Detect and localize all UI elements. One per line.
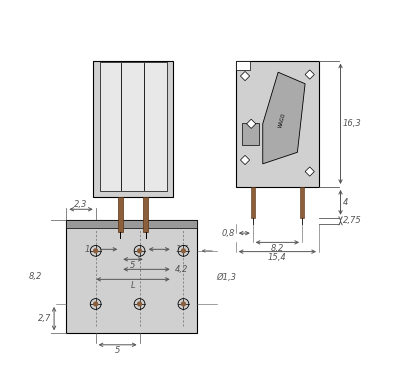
Text: L: L (131, 281, 135, 290)
Bar (144, 197, 148, 232)
Text: WAGO: WAGO (278, 112, 286, 128)
Circle shape (182, 249, 185, 253)
Text: 2,7: 2,7 (38, 314, 52, 323)
Circle shape (178, 299, 189, 309)
Polygon shape (305, 70, 314, 79)
Text: 1,5: 1,5 (175, 245, 188, 254)
Circle shape (134, 245, 145, 256)
Text: 8,2: 8,2 (271, 244, 284, 253)
Polygon shape (246, 119, 256, 128)
Circle shape (178, 245, 189, 256)
Text: 8,2: 8,2 (29, 272, 42, 281)
Text: 2,3: 2,3 (74, 200, 88, 209)
Text: 1: 1 (84, 245, 90, 254)
Bar (236, 61, 250, 70)
Circle shape (138, 249, 142, 253)
Bar (66, 220, 197, 228)
Circle shape (138, 302, 142, 306)
Bar (100, 62, 166, 191)
Bar (236, 61, 319, 187)
Polygon shape (263, 72, 305, 164)
Polygon shape (240, 71, 250, 81)
Circle shape (94, 249, 98, 253)
Polygon shape (240, 155, 250, 165)
Text: 4,2: 4,2 (175, 265, 188, 274)
Text: 4: 4 (343, 198, 348, 207)
Circle shape (90, 299, 101, 309)
Text: 5: 5 (115, 346, 120, 355)
Text: 16,3: 16,3 (343, 119, 362, 128)
Bar (300, 187, 304, 218)
Bar (93, 61, 173, 197)
Circle shape (90, 245, 101, 256)
Circle shape (134, 299, 145, 309)
Text: 15,4: 15,4 (268, 253, 287, 262)
Bar (242, 123, 259, 145)
Text: 2,75: 2,75 (343, 216, 362, 225)
Bar (251, 187, 255, 218)
Circle shape (182, 302, 185, 306)
Bar (118, 197, 123, 232)
Polygon shape (305, 167, 314, 176)
Text: 0,8: 0,8 (222, 229, 235, 238)
Text: Ø1,3: Ø1,3 (216, 273, 236, 282)
Circle shape (94, 302, 98, 306)
Text: 5: 5 (130, 261, 136, 270)
Bar (66, 220, 197, 333)
